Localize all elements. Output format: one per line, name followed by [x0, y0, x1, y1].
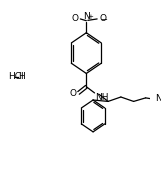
- Text: O: O: [99, 14, 106, 23]
- Text: O: O: [70, 90, 77, 98]
- Text: O: O: [71, 14, 78, 23]
- Text: H: H: [18, 73, 25, 81]
- Text: −: −: [100, 15, 107, 24]
- Text: N: N: [83, 12, 90, 21]
- Text: NH: NH: [95, 93, 108, 102]
- Text: N: N: [155, 95, 161, 103]
- Text: HCl: HCl: [8, 73, 24, 81]
- Text: +: +: [87, 14, 93, 20]
